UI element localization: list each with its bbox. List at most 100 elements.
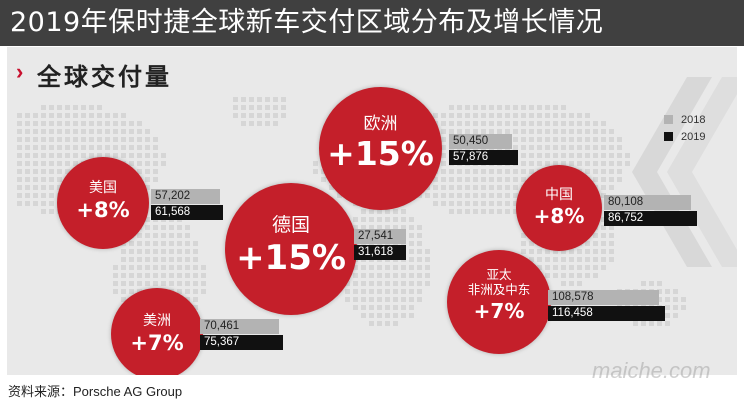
map-dot [121,129,126,134]
map-dot [473,209,478,214]
map-dot [449,185,454,190]
map-dot [553,273,558,278]
bar-2018-china: 80,108 [604,195,691,210]
map-dot [241,105,246,110]
map-dot [121,273,126,278]
map-dot [521,241,526,246]
map-dot [281,113,286,118]
map-dot [33,169,38,174]
region-circle-europe: 欧洲 +15% [319,87,442,210]
map-dot [449,201,454,206]
map-dot [161,265,166,270]
map-dot [393,281,398,286]
map-dot [41,193,46,198]
map-dot [417,265,422,270]
map-dot [465,121,470,126]
map-dot [481,209,486,214]
map-dot [193,265,198,270]
map-dot [121,289,126,294]
map-dot [129,137,134,142]
map-dot [265,97,270,102]
map-dot [273,113,278,118]
map-dot [193,289,198,294]
map-dot [49,161,54,166]
map-dot [145,137,150,142]
map-dot [137,145,142,150]
map-dot [33,153,38,158]
map-dot [569,153,574,158]
map-dot [569,145,574,150]
map-dot [441,145,446,150]
map-dot [617,137,622,142]
map-dot [129,121,134,126]
map-dot [417,273,422,278]
map-dot [361,273,366,278]
map-dot [393,273,398,278]
map-dot [457,177,462,182]
map-dot [649,281,654,286]
map-dot [385,313,390,318]
map-dot [449,129,454,134]
map-dot [569,281,574,286]
map-dot [177,281,182,286]
map-dot [89,121,94,126]
map-dot [601,145,606,150]
map-dot [521,137,526,142]
map-dot [129,273,134,278]
map-dot [537,121,542,126]
map-dot [17,193,22,198]
map-dot [201,289,206,294]
map-dot [457,201,462,206]
map-dot [505,209,510,214]
map-dot [409,217,414,222]
map-dot [145,225,150,230]
region-growth-usa: +8% [76,198,130,222]
map-dot [561,265,566,270]
map-dot [497,129,502,134]
map-dot [89,113,94,118]
map-dot [257,97,262,102]
map-dot [577,265,582,270]
map-dot [681,297,686,302]
map-dot [601,249,606,254]
map-dot [529,257,534,262]
map-dot [113,289,118,294]
map-dot [129,241,134,246]
map-dot [417,233,422,238]
map-dot [33,137,38,142]
map-dot [609,225,614,230]
map-dot [457,169,462,174]
region-circle-americas: 美洲 +7% [111,288,203,375]
map-dot [401,273,406,278]
map-dot [25,185,30,190]
map-dot [553,113,558,118]
map-dot [41,201,46,206]
map-dot [257,121,262,126]
map-dot [521,145,526,150]
region-growth-china: +8% [533,204,585,228]
map-dot [473,193,478,198]
map-dot [521,177,526,182]
map-dot [593,233,598,238]
map-dot [153,161,158,166]
map-dot [497,209,502,214]
region-circle-usa: 美国 +8% [57,157,149,249]
map-dot [353,305,358,310]
map-dot [89,145,94,150]
map-dot [105,153,110,158]
map-dot [585,153,590,158]
map-dot [353,289,358,294]
map-dot [545,105,550,110]
map-dot [393,289,398,294]
map-dot [361,281,366,286]
map-dot [657,289,662,294]
map-dot [169,233,174,238]
map-dot [17,201,22,206]
map-dot [409,249,414,254]
map-dot [497,121,502,126]
map-dot [601,241,606,246]
map-dot [545,257,550,262]
map-dot [681,305,686,310]
region-growth-apac: +7% [473,299,525,323]
map-dot [425,281,430,286]
